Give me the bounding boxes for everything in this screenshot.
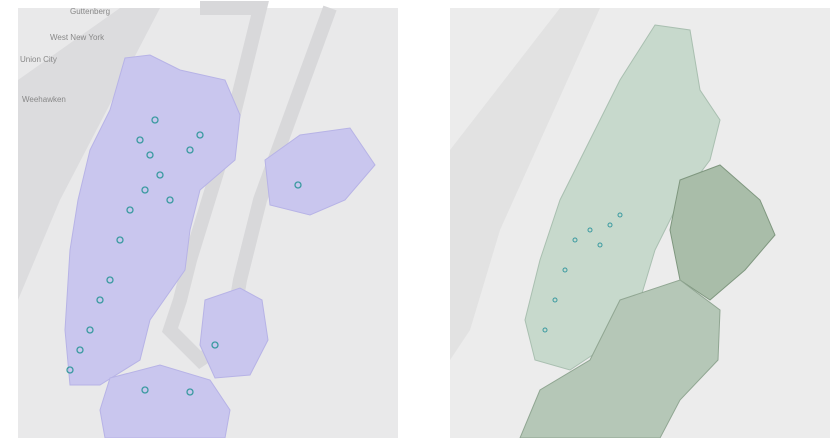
queens-region [264,127,376,216]
right-map [450,8,830,438]
place-label: Weehawken [22,95,66,104]
south-region [99,364,231,438]
bronx-region [669,164,776,301]
brooklyn-region [199,287,269,379]
place-label: Union City [20,55,57,64]
brooklyn-region [519,279,721,438]
place-label: Guttenberg [70,7,110,16]
points [542,212,623,333]
manhattan-region [64,54,241,386]
river [18,8,160,300]
river [450,8,600,360]
left-map: Guttenberg West New York Union City Weeh… [18,1,398,438]
place-label: West New York [50,33,105,42]
points [66,116,302,396]
